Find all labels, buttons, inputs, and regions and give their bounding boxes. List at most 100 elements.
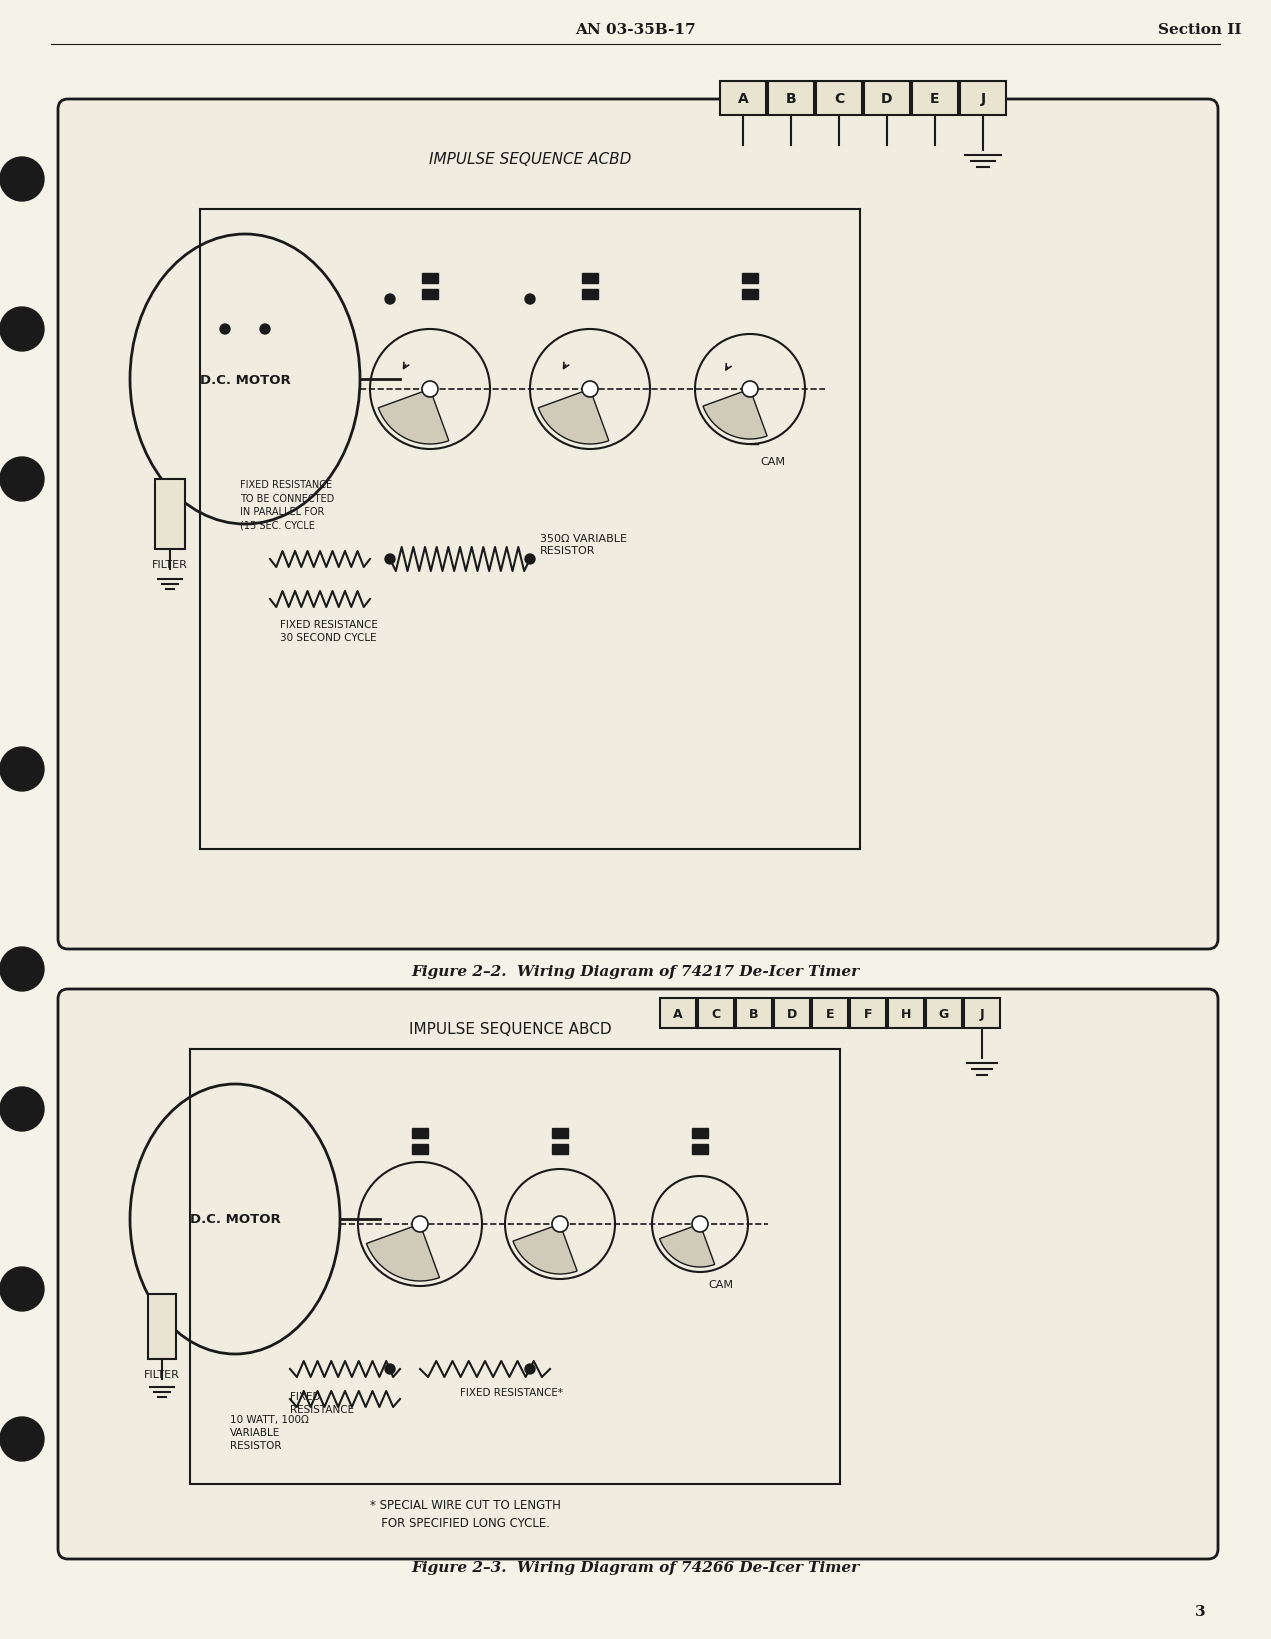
Bar (552, 1144, 568, 1154)
Text: E: E (930, 92, 939, 107)
Text: Section II: Section II (1158, 23, 1242, 38)
Bar (774, 998, 810, 1028)
Text: FIXED RESISTANCE*: FIXED RESISTANCE* (460, 1387, 563, 1396)
Bar (582, 290, 597, 300)
Circle shape (0, 1087, 44, 1131)
Text: Figure 2–3.  Wiring Diagram of 74266 De-Icer Timer: Figure 2–3. Wiring Diagram of 74266 De-I… (411, 1560, 859, 1573)
Bar (927, 998, 962, 1028)
Text: A: A (737, 92, 749, 107)
Circle shape (552, 1216, 568, 1233)
Circle shape (695, 334, 805, 444)
Ellipse shape (130, 1085, 341, 1354)
Bar (422, 274, 438, 284)
Circle shape (0, 1267, 44, 1311)
Circle shape (385, 295, 395, 305)
Text: AN 03-35B-17: AN 03-35B-17 (574, 23, 695, 38)
Text: 10 WATT, 100Ω
VARIABLE
RESISTOR: 10 WATT, 100Ω VARIABLE RESISTOR (230, 1414, 309, 1451)
Text: IMPULSE SEQUENCE ACBD: IMPULSE SEQUENCE ACBD (428, 152, 632, 167)
Text: D.C. MOTOR: D.C. MOTOR (189, 1213, 281, 1226)
Text: D: D (787, 1008, 797, 1021)
Text: A: A (674, 1008, 683, 1021)
Bar (963, 998, 1000, 1028)
Text: F: F (864, 1008, 872, 1021)
Bar (422, 290, 438, 300)
Bar (742, 290, 758, 300)
Wedge shape (703, 390, 768, 439)
Text: C: C (712, 1008, 721, 1021)
Bar (742, 274, 758, 284)
Wedge shape (379, 390, 449, 444)
Text: FIXED
RESISTANCE: FIXED RESISTANCE (290, 1392, 355, 1414)
Text: G: G (939, 1008, 949, 1021)
Circle shape (370, 329, 491, 449)
FancyBboxPatch shape (58, 990, 1218, 1559)
Text: FILTER: FILTER (144, 1369, 180, 1378)
Text: D: D (881, 92, 892, 107)
Circle shape (742, 382, 758, 398)
Bar (888, 998, 924, 1028)
Text: J: J (980, 1008, 984, 1021)
Circle shape (0, 747, 44, 792)
Bar (864, 82, 910, 116)
Circle shape (422, 382, 438, 398)
Text: 350Ω VARIABLE
RESISTOR: 350Ω VARIABLE RESISTOR (540, 534, 627, 556)
Wedge shape (366, 1224, 440, 1282)
Circle shape (0, 457, 44, 502)
Wedge shape (660, 1224, 714, 1267)
Circle shape (582, 382, 597, 398)
Bar (412, 1144, 428, 1154)
Text: FILTER: FILTER (153, 559, 188, 570)
Text: B: B (749, 1008, 759, 1021)
Bar (850, 998, 886, 1028)
Text: C: C (834, 92, 844, 107)
Bar (552, 1128, 568, 1139)
Text: FIXED RESISTANCE
30 SECOND CYCLE: FIXED RESISTANCE 30 SECOND CYCLE (280, 620, 377, 642)
Bar (812, 998, 848, 1028)
Circle shape (412, 1216, 428, 1233)
Text: CAM: CAM (708, 1278, 733, 1290)
Bar (155, 480, 186, 549)
Text: 3: 3 (1195, 1605, 1205, 1618)
Circle shape (530, 329, 649, 449)
Bar (913, 82, 958, 116)
Bar (660, 998, 697, 1028)
Bar (768, 82, 813, 116)
Circle shape (525, 1364, 535, 1373)
Bar (691, 1128, 708, 1139)
Text: IMPULSE SEQUENCE ABCD: IMPULSE SEQUENCE ABCD (409, 1021, 611, 1037)
Circle shape (385, 554, 395, 565)
Circle shape (525, 295, 535, 305)
Text: * SPECIAL WIRE CUT TO LENGTH
   FOR SPECIFIED LONG CYCLE.: * SPECIAL WIRE CUT TO LENGTH FOR SPECIFI… (370, 1498, 561, 1529)
Ellipse shape (130, 234, 360, 524)
Bar (412, 1128, 428, 1139)
Circle shape (220, 325, 230, 334)
Wedge shape (539, 390, 609, 444)
Bar (816, 82, 862, 116)
Circle shape (0, 947, 44, 992)
Circle shape (0, 1418, 44, 1460)
Bar (960, 82, 1007, 116)
Text: D.C. MOTOR: D.C. MOTOR (200, 374, 290, 387)
FancyBboxPatch shape (58, 100, 1218, 949)
Text: E: E (826, 1008, 834, 1021)
Circle shape (525, 554, 535, 565)
Circle shape (0, 157, 44, 202)
Circle shape (261, 325, 269, 334)
Text: Figure 2–2.  Wiring Diagram of 74217 De-Icer Timer: Figure 2–2. Wiring Diagram of 74217 De-I… (411, 964, 859, 978)
Text: FIXED RESISTANCE
TO BE CONNECTED
IN PARALLEL FOR
(15 SEC. CYCLE: FIXED RESISTANCE TO BE CONNECTED IN PARA… (240, 480, 334, 529)
Bar (698, 998, 733, 1028)
Circle shape (385, 1364, 395, 1373)
Circle shape (691, 1216, 708, 1233)
Circle shape (0, 308, 44, 352)
Bar (719, 82, 766, 116)
Text: J: J (980, 92, 985, 107)
Bar (147, 1295, 175, 1359)
Bar (582, 274, 597, 284)
Bar (691, 1144, 708, 1154)
Text: B: B (785, 92, 797, 107)
Text: CAM: CAM (760, 457, 785, 467)
Circle shape (505, 1169, 615, 1278)
Circle shape (358, 1162, 482, 1287)
Text: H: H (901, 1008, 911, 1021)
Wedge shape (513, 1224, 577, 1274)
